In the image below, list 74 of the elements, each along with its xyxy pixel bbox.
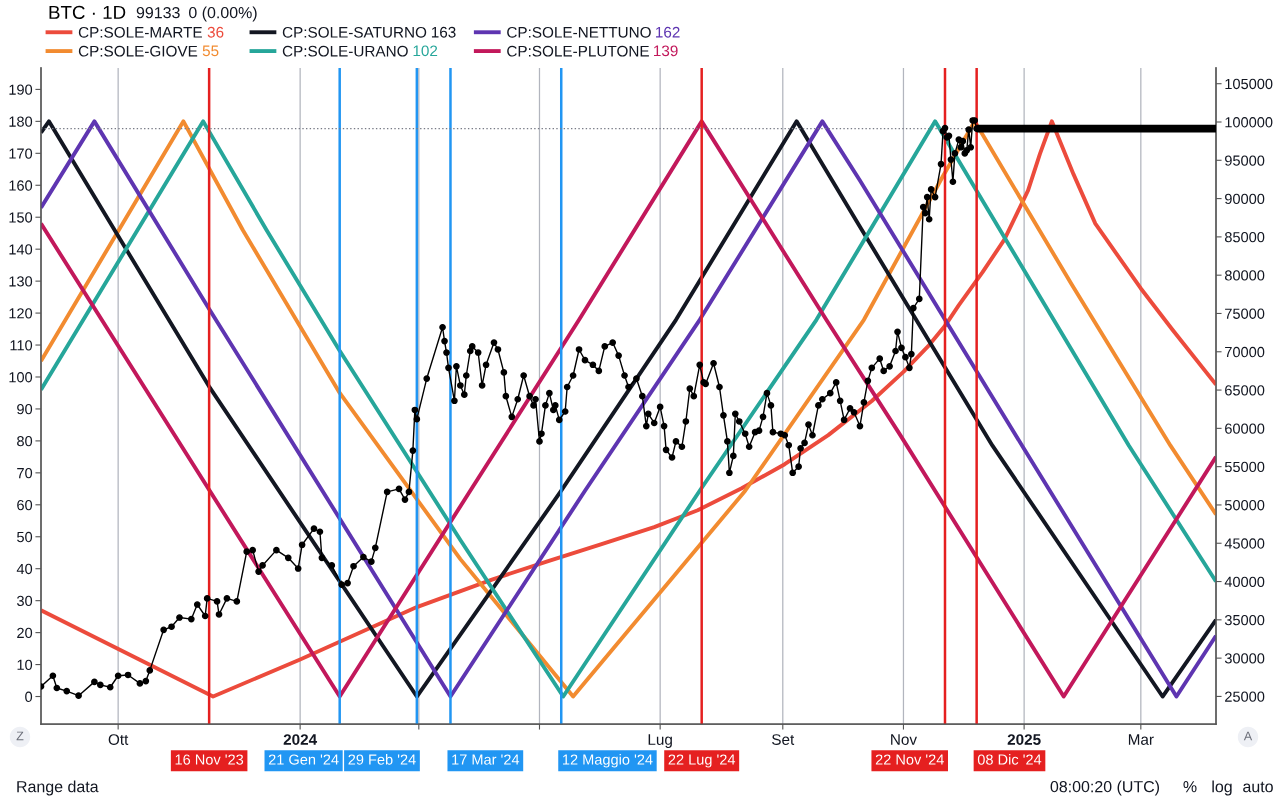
y-tick-label: 150 <box>9 212 33 223</box>
y2-tick-label: 80000 <box>1224 270 1265 281</box>
y2-tick-label: 30000 <box>1224 653 1265 664</box>
legend-label: CP:SOLE-NETTUNO <box>507 26 651 38</box>
text: Range data <box>17 780 99 796</box>
text: 08:00:20 (UTC) <box>1050 780 1160 796</box>
text: 36 <box>207 26 224 38</box>
y-tick-label: 170 <box>9 148 33 159</box>
y2-tick-label: 35000 <box>1224 614 1265 626</box>
text: 99133 <box>136 6 180 19</box>
y-tick-label: 0 <box>25 691 33 702</box>
y-tick-label: 60 <box>17 499 33 511</box>
legend-label: CP:SOLE-GIOVE <box>78 45 198 57</box>
y-tick-label: 70 <box>17 467 33 479</box>
y2-tick-label: 105000 <box>1225 78 1273 90</box>
text: Z <box>16 731 24 741</box>
text: 162 <box>656 26 680 38</box>
y-tick-label: 50 <box>17 531 33 543</box>
y-tick-label: 90 <box>17 404 33 415</box>
y-tick-label: 140 <box>9 244 33 255</box>
y2-tick-label: 45000 <box>1224 538 1265 549</box>
text: A <box>1243 731 1253 741</box>
legend-label: CP:SOLE-PLUTONE <box>507 45 649 57</box>
x-tick-label: 2024 <box>283 734 318 745</box>
ref-line-label: 16 Nov '23 <box>175 754 244 765</box>
legend-label: CP:SOLE-URANO <box>282 45 408 57</box>
y2-tick-label: 40000 <box>1224 576 1265 587</box>
x-tick-label: 2025 <box>1007 734 1041 745</box>
text: log <box>1212 780 1232 796</box>
ref-line-label: 17 Mar '24 <box>452 754 520 765</box>
text: 102 <box>413 45 438 57</box>
x-tick-label: Set <box>772 734 795 745</box>
ref-line-label: 29 Feb '24 <box>348 754 416 765</box>
y-tick-label: 160 <box>9 180 33 191</box>
y2-tick-label: 50000 <box>1224 500 1265 511</box>
y2-tick-label: 100000 <box>1225 117 1273 128</box>
text: 0 (0.00%) <box>189 6 257 22</box>
y2-tick-label: 75000 <box>1225 308 1265 319</box>
y-tick-label: 190 <box>9 84 33 95</box>
y2-tick-label: 25000 <box>1225 691 1265 702</box>
x-tick-label: Nov <box>891 734 917 745</box>
ref-line-label: 22 Lug '24 <box>668 754 736 768</box>
text: 163 <box>431 26 456 38</box>
text: BTC · 1D <box>49 5 126 20</box>
y-tick-label: 80 <box>17 436 33 447</box>
text: % <box>1183 781 1197 793</box>
ref-line-label: 12 Maggio '24 <box>563 754 653 768</box>
ref-line-label: 22 Nov '24 <box>875 754 944 765</box>
y-tick-label: 10 <box>17 659 33 670</box>
y-tick-label: 180 <box>9 116 33 127</box>
text: 139 <box>654 45 678 57</box>
y-tick-label: 130 <box>9 276 33 287</box>
text: auto <box>1243 781 1273 793</box>
legend-label: CP:SOLE-SATURNO <box>282 26 427 38</box>
y2-tick-label: 55000 <box>1224 461 1265 473</box>
y2-tick-label: 65000 <box>1225 385 1265 396</box>
y-tick-label: 20 <box>17 627 33 639</box>
x-tick-label: Mar <box>1128 734 1154 745</box>
y-tick-label: 30 <box>17 595 33 607</box>
legend-label: CP:SOLE-MARTE <box>78 26 202 38</box>
ref-line-label: 21 Gen '24 <box>268 754 339 765</box>
ref-line-label: 08 Dic '24 <box>977 754 1042 765</box>
y2-tick-label: 90000 <box>1225 193 1265 205</box>
y2-tick-label: 95000 <box>1225 155 1265 166</box>
y2-tick-label: 70000 <box>1225 346 1265 358</box>
x-tick-label: Ott <box>108 734 129 745</box>
y-tick-label: 110 <box>10 340 33 351</box>
text: 55 <box>202 45 219 57</box>
y-tick-label: 100 <box>9 372 33 383</box>
y2-tick-label: 85000 <box>1224 231 1265 243</box>
x-tick-label: Lug <box>648 734 672 748</box>
y-tick-label: 40 <box>16 563 33 575</box>
y-tick-label: 120 <box>9 308 33 319</box>
y2-tick-label: 60000 <box>1225 423 1265 434</box>
